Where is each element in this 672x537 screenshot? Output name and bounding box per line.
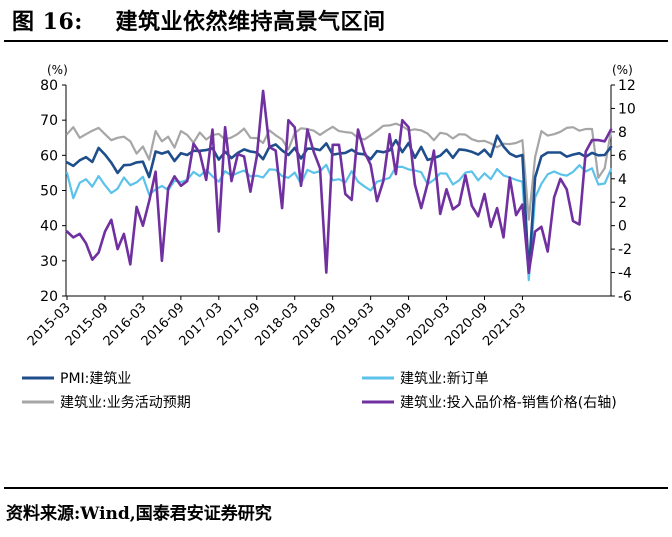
left-tick-label: 70 (40, 113, 58, 129)
right-tick-label: 12 (618, 78, 636, 94)
left-tick-label: 20 (40, 289, 58, 305)
figure-title: 图 16: 建筑业依然维持高景气区间 (12, 9, 386, 35)
left-tick-label: 60 (40, 148, 58, 164)
left-tick-label: 30 (40, 254, 58, 270)
right-axis-ticks: 12 10 8 6 4 2 0 -2 -4 -6 (611, 78, 636, 305)
legend-label: 建筑业:业务活动预期 (60, 395, 191, 411)
left-tick-label: 50 (40, 184, 58, 200)
title-rule (4, 40, 668, 42)
series-line (65, 122, 613, 221)
source-rule (4, 487, 668, 489)
left-tick-label: 40 (40, 219, 58, 235)
left-axis-ticks: 80 70 60 50 40 30 20 (40, 78, 66, 305)
legend-label: 建筑业:投入品价格-销售价格(右轴) (400, 395, 617, 411)
right-tick-label: 0 (618, 219, 627, 235)
right-axis-unit: (%) (612, 63, 633, 77)
left-axis-unit: (%) (47, 63, 68, 77)
legend-label: 建筑业:新订单 (400, 371, 489, 387)
right-tick-label: -6 (618, 289, 632, 305)
right-tick-label: 10 (618, 101, 636, 117)
right-tick-label: 2 (618, 195, 627, 211)
source-note: 资料来源:Wind,国泰君安证券研究 (6, 504, 272, 524)
right-tick-label: -4 (618, 266, 632, 282)
x-axis-ticks: 2015-032015-092016-032016-092017-032017-… (25, 296, 529, 349)
right-tick-label: 6 (618, 148, 627, 164)
right-tick-label: 4 (618, 172, 627, 188)
right-tick-label: -2 (618, 242, 632, 258)
right-tick-label: 8 (618, 125, 627, 141)
series-layer (65, 89, 613, 282)
legend-label: PMI:建筑业 (60, 371, 131, 387)
left-tick-label: 80 (40, 78, 58, 94)
series-line (65, 89, 613, 274)
